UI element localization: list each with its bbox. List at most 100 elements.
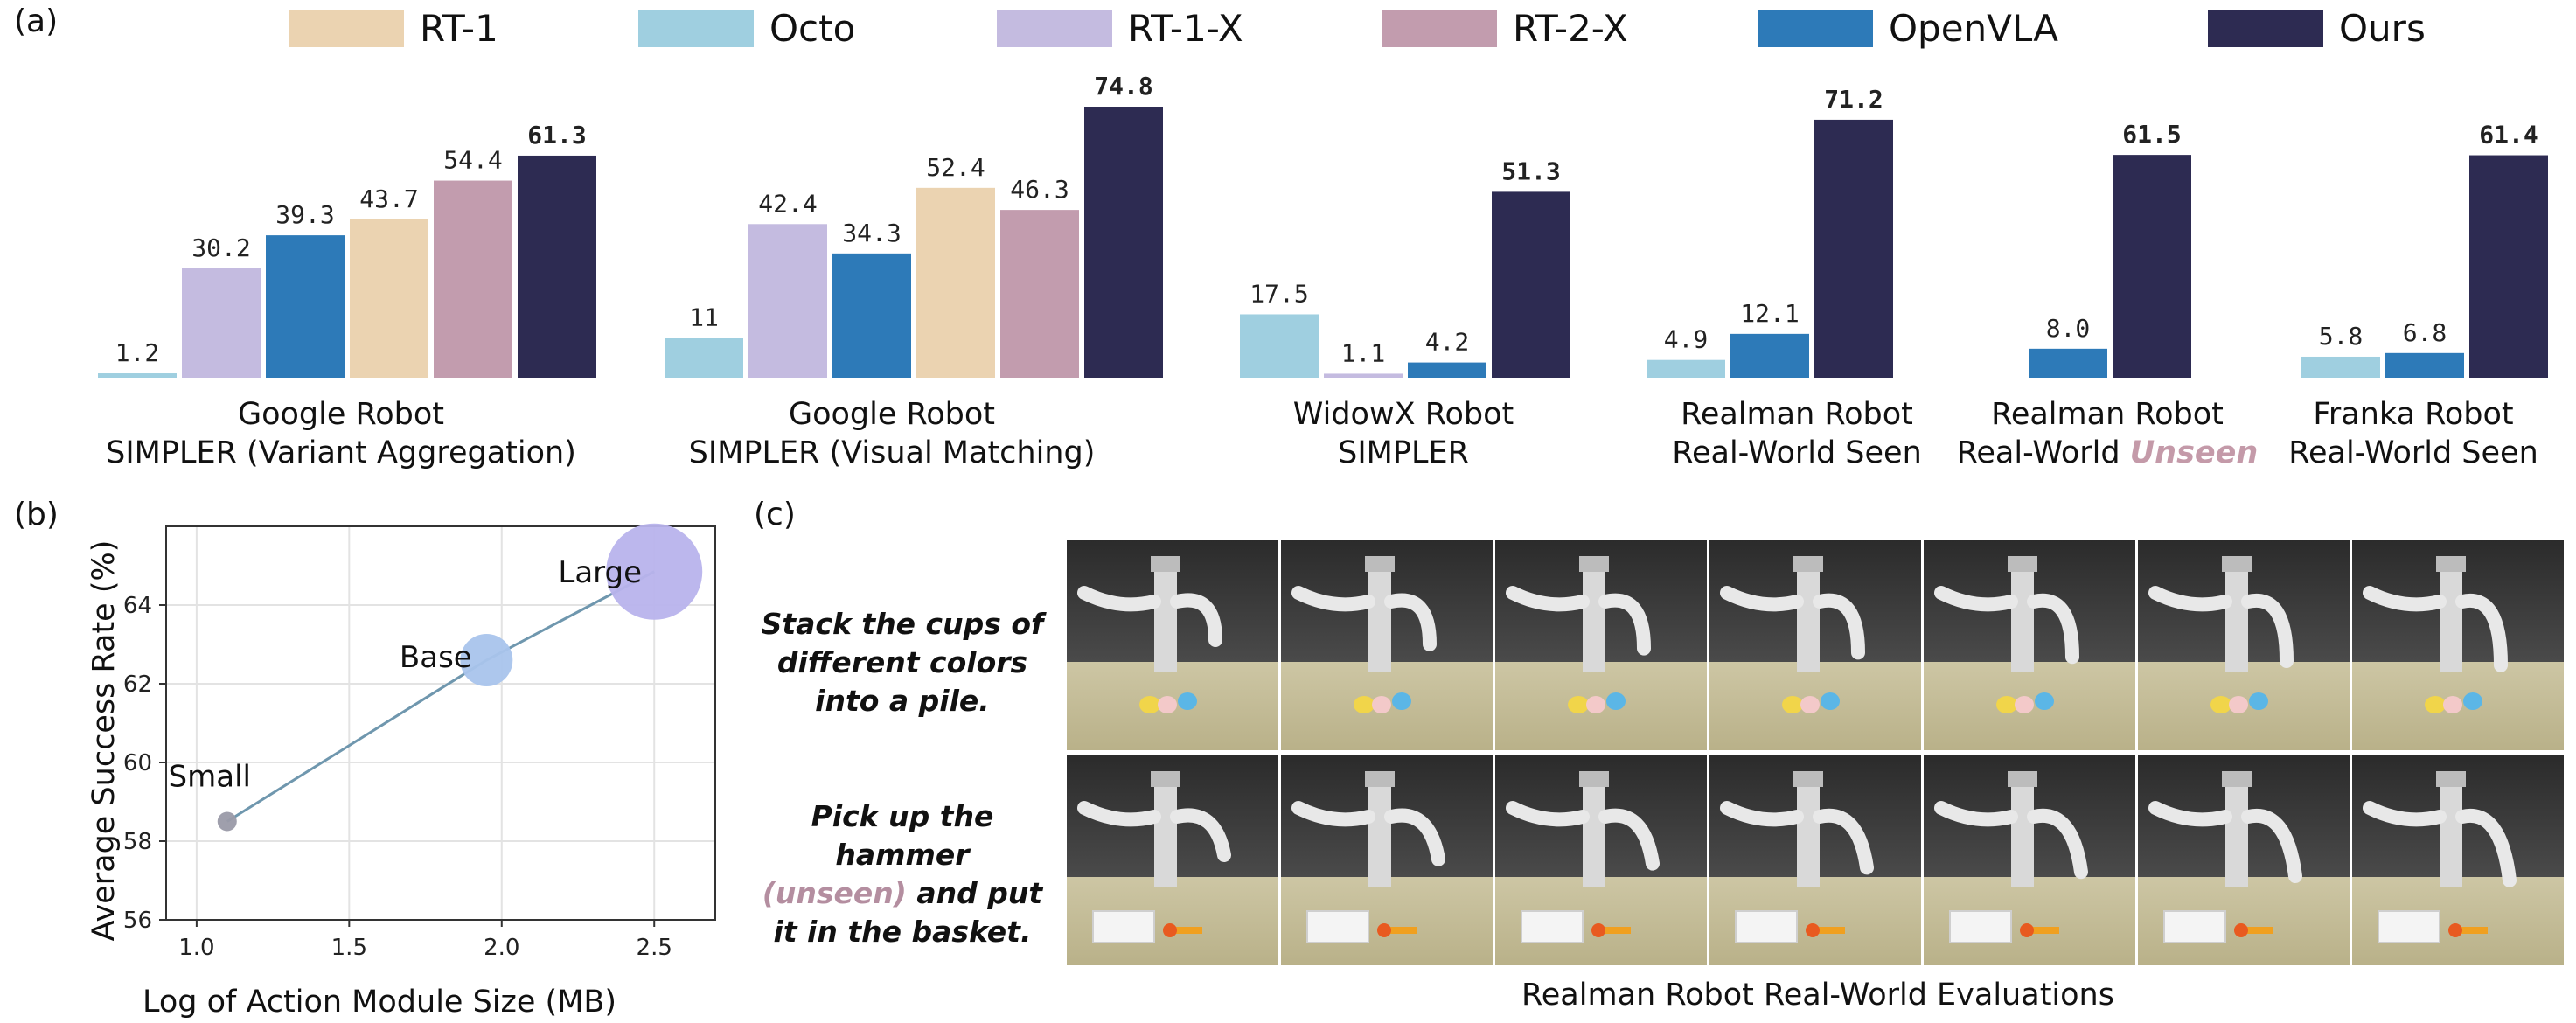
bar-value-label: 8.0	[2046, 314, 2091, 343]
bar-value-label: 6.8	[2403, 318, 2447, 347]
robot-frame	[1709, 540, 1921, 750]
group-label-realman-seen: Realman Robot Real-World Seen	[1622, 395, 1972, 472]
legend-label-rt1: RT-1	[420, 7, 498, 50]
legend-swatch-rt1	[289, 10, 404, 47]
bar-value-label: 39.3	[275, 200, 334, 229]
group-label-line1: WidowX Robot	[1292, 397, 1514, 432]
robot-frame	[2138, 755, 2350, 965]
bar-value-label: 46.3	[1010, 175, 1069, 204]
bar-value-label: 61.5	[2122, 120, 2181, 149]
robot-frame	[2352, 755, 2564, 965]
robot-icon	[1506, 556, 1651, 713]
robot-icon	[1291, 771, 1445, 943]
group-label-line2: SIMPLER	[1338, 435, 1469, 470]
task-text-before: Pick up the hammer	[811, 799, 994, 872]
group-label-line1: Google Robot	[237, 397, 445, 432]
panel-c-caption: Realman Robot Real-World Evaluations	[1521, 978, 2114, 1013]
point-label: Small	[169, 760, 251, 795]
group-label-line2: Real-World Seen	[1672, 435, 1922, 470]
task-text-unseen: (unseen)	[762, 876, 907, 910]
bar-ours	[1814, 119, 1893, 378]
bar-value-label: 34.3	[842, 219, 901, 247]
bar-octo	[665, 338, 743, 378]
plot-frame	[165, 525, 716, 921]
bar-value-label: 17.5	[1250, 279, 1308, 308]
bar-rt-1-x	[748, 224, 827, 378]
bar-value-label: 74.8	[1094, 72, 1152, 101]
panel-label-b: (b)	[14, 497, 59, 532]
y-tick-label: 56	[123, 908, 152, 934]
legend-label-ours: Ours	[2339, 7, 2426, 50]
legend-swatch-openvla	[1758, 10, 1873, 47]
bar-openvla	[1408, 362, 1486, 378]
bar-rt-2-x	[434, 180, 512, 378]
robot-icon	[1077, 556, 1222, 713]
point-small	[217, 811, 237, 832]
robot-frame	[1067, 540, 1278, 750]
x-tick-label: 2.0	[484, 935, 519, 961]
scatter-plot: 1.0 1.5 2.0 2.5 56 58 60 62 64 Log of Action Modu…	[87, 523, 716, 1020]
bar-value-label: 51.3	[1501, 157, 1560, 185]
bar-value-label: 4.2	[1425, 328, 1470, 357]
task-instruction-stack: Stack the cups of different colors into …	[761, 607, 1044, 718]
bar-rt-2-x	[1000, 210, 1079, 378]
bar-value-label: 61.3	[527, 121, 586, 150]
panel-label-c: (c)	[754, 497, 796, 532]
group-label-google-va: Google Robot SIMPLER (Variant Aggregatio…	[96, 395, 586, 472]
robot-icon	[1934, 771, 2088, 943]
robot-frame	[1281, 755, 1493, 965]
legend-label-rt1x: RT-1-X	[1128, 7, 1243, 50]
bar-value-label: 61.4	[2479, 121, 2538, 150]
group-label-franka: Franka Robot Real-World Seen	[2256, 395, 2571, 472]
group-label-line1: Google Robot	[788, 397, 996, 432]
bar-value-label: 54.4	[443, 146, 502, 175]
bar-value-label: 42.4	[758, 189, 817, 218]
robot-icon	[2148, 771, 2302, 943]
x-axis-label: Log of Action Module Size (MB)	[143, 985, 616, 1020]
bar-openvla	[266, 235, 345, 378]
bar-ours	[518, 155, 596, 378]
robot-frame	[2352, 540, 2564, 750]
bar-ours	[2469, 155, 2548, 378]
bar-chart: 1.2 30.2 39.3 43.7 54.4 61.3 11 42.4 34.3 52.4 46.…	[98, 72, 2548, 378]
group-label-line2: SIMPLER (Visual Matching)	[688, 435, 1096, 470]
bar-rt-1-x	[1324, 373, 1403, 378]
robot-icon	[1720, 556, 1865, 713]
legend-label-octo: Octo	[769, 7, 856, 50]
legend-label-openvla: OpenVLA	[1889, 7, 2059, 50]
bar-octo	[98, 373, 177, 378]
robot-frame	[1924, 540, 2135, 750]
robot-icon	[1506, 771, 1660, 943]
legend-label-rt2x: RT-2-X	[1513, 7, 1628, 50]
y-tick-label: 58	[123, 829, 152, 855]
point-label: Base	[400, 640, 472, 675]
panel-label-a: (a)	[14, 3, 59, 39]
group-label-line1: Realman Robot	[1681, 397, 1913, 432]
trend-line	[226, 570, 655, 823]
robot-frame	[1924, 755, 2135, 965]
bar-value-label: 12.1	[1740, 299, 1799, 328]
bar-openvla	[2029, 348, 2107, 378]
robot-icon	[1720, 771, 1874, 943]
bar-value-label: 4.9	[1664, 325, 1709, 354]
bar-value-label: 30.2	[191, 233, 250, 262]
bar-value-label: 1.2	[115, 338, 160, 367]
bar-ours	[1492, 191, 1570, 378]
bar-rt-1	[350, 219, 428, 378]
bar-octo	[1647, 359, 1725, 378]
robot-icon	[2363, 771, 2517, 943]
unseen-highlight: Unseen	[2129, 435, 2259, 470]
bar-octo	[2301, 356, 2380, 378]
group-label-realman-unseen: Realman Robot Real-World Unseen	[1932, 395, 2282, 472]
x-tick-label: 1.5	[331, 935, 367, 961]
group-label-widowx: WidowX Robot SIMPLER	[1220, 395, 1587, 472]
bar-octo	[1240, 314, 1319, 378]
bar-openvla	[2385, 352, 2464, 378]
bar-openvla	[832, 253, 911, 378]
legend-swatch-ours	[2208, 10, 2323, 47]
robot-frame	[1281, 540, 1493, 750]
group-label-line2-text: Real-World	[1956, 435, 2120, 470]
y-tick-label: 60	[123, 750, 152, 776]
task-instruction-hammer: Pick up the hammer (unseen) and put it i…	[754, 797, 1051, 951]
bar-rt-1-x	[182, 268, 261, 378]
